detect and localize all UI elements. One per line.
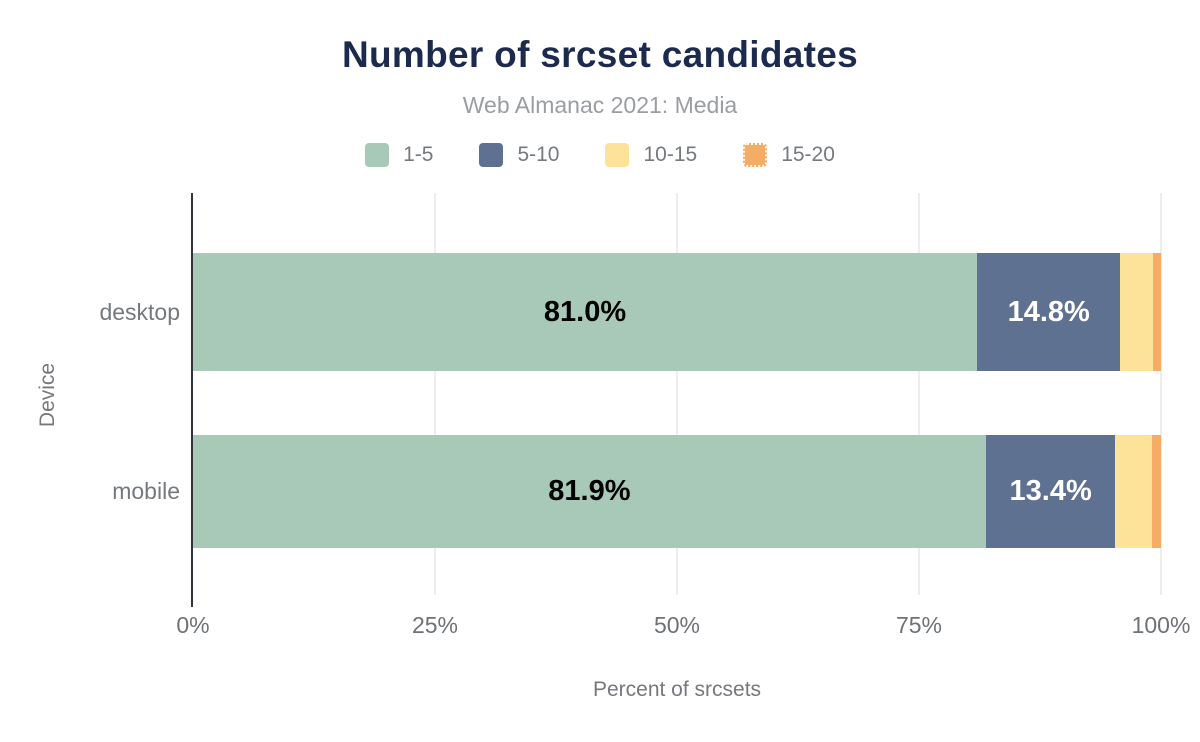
bar-segment-desktop-10-15[interactable] xyxy=(1120,253,1154,371)
legend-label: 5-10 xyxy=(517,143,560,166)
legend-item-10-15[interactable]: 10-15 xyxy=(605,143,697,167)
bar-segment-desktop-15-20[interactable] xyxy=(1153,253,1161,371)
bar-segment-mobile-5-10[interactable]: 13.4% xyxy=(985,435,1116,548)
bar-value-label: 14.8% xyxy=(1007,295,1090,328)
x-tick-label-75%: 75% xyxy=(895,612,943,638)
legend-label: 10-15 xyxy=(643,143,698,166)
legend-swatch-10-15 xyxy=(605,143,630,167)
bar-segment-mobile-15-20[interactable] xyxy=(1152,435,1161,548)
x-axis-title: Percent of srcsets xyxy=(592,678,762,701)
x-tick-label-50%: 50% xyxy=(653,612,701,638)
legend-label: 15-20 xyxy=(781,143,835,166)
legend: 1-5 5-10 10-15 15-20 xyxy=(0,140,1200,170)
gridline-100 xyxy=(1160,193,1162,595)
bar-segment-desktop-5-10[interactable]: 14.8% xyxy=(977,253,1121,371)
bar-segment-desktop-1-5[interactable]: 81.0% xyxy=(193,253,978,371)
chart-subtitle: Web Almanac 2021: Media xyxy=(462,92,738,118)
bar-mobile: 81.9% 13.4% xyxy=(193,435,1161,548)
plot-area: 81.0% 14.8% 81.9% 13.4% xyxy=(191,193,1162,607)
y-axis-title: Device xyxy=(36,362,59,428)
legend-swatch-5-10 xyxy=(479,143,504,167)
x-tick-label-100%: 100% xyxy=(1131,612,1191,638)
bar-value-label: 81.0% xyxy=(543,295,627,328)
gridline-75 xyxy=(918,193,920,595)
bar-value-label: 13.4% xyxy=(1009,475,1092,507)
gridline-25 xyxy=(434,193,436,595)
bar-desktop: 81.0% 14.8% xyxy=(193,253,1161,371)
legend-item-15-20[interactable]: 15-20 xyxy=(743,143,835,167)
legend-item-1-5[interactable]: 1-5 xyxy=(365,143,433,167)
bar-value-label: 81.9% xyxy=(548,475,631,507)
legend-item-5-10[interactable]: 5-10 xyxy=(479,143,559,167)
legend-swatch-1-5 xyxy=(365,143,390,167)
x-tick-label-0%: 0% xyxy=(176,612,210,638)
x-tick-label-25%: 25% xyxy=(411,612,459,638)
y-axis-line xyxy=(191,193,193,607)
legend-label: 1-5 xyxy=(403,143,434,166)
bar-segment-mobile-10-15[interactable] xyxy=(1115,435,1153,548)
bar-segment-mobile-1-5[interactable]: 81.9% xyxy=(193,435,986,548)
gridline-50 xyxy=(676,193,678,595)
legend-swatch-15-20 xyxy=(743,143,768,167)
chart-title: Number of srcset candidates xyxy=(342,34,858,75)
y-category-label-mobile: mobile xyxy=(112,478,180,504)
y-category-label-desktop: desktop xyxy=(99,299,180,325)
